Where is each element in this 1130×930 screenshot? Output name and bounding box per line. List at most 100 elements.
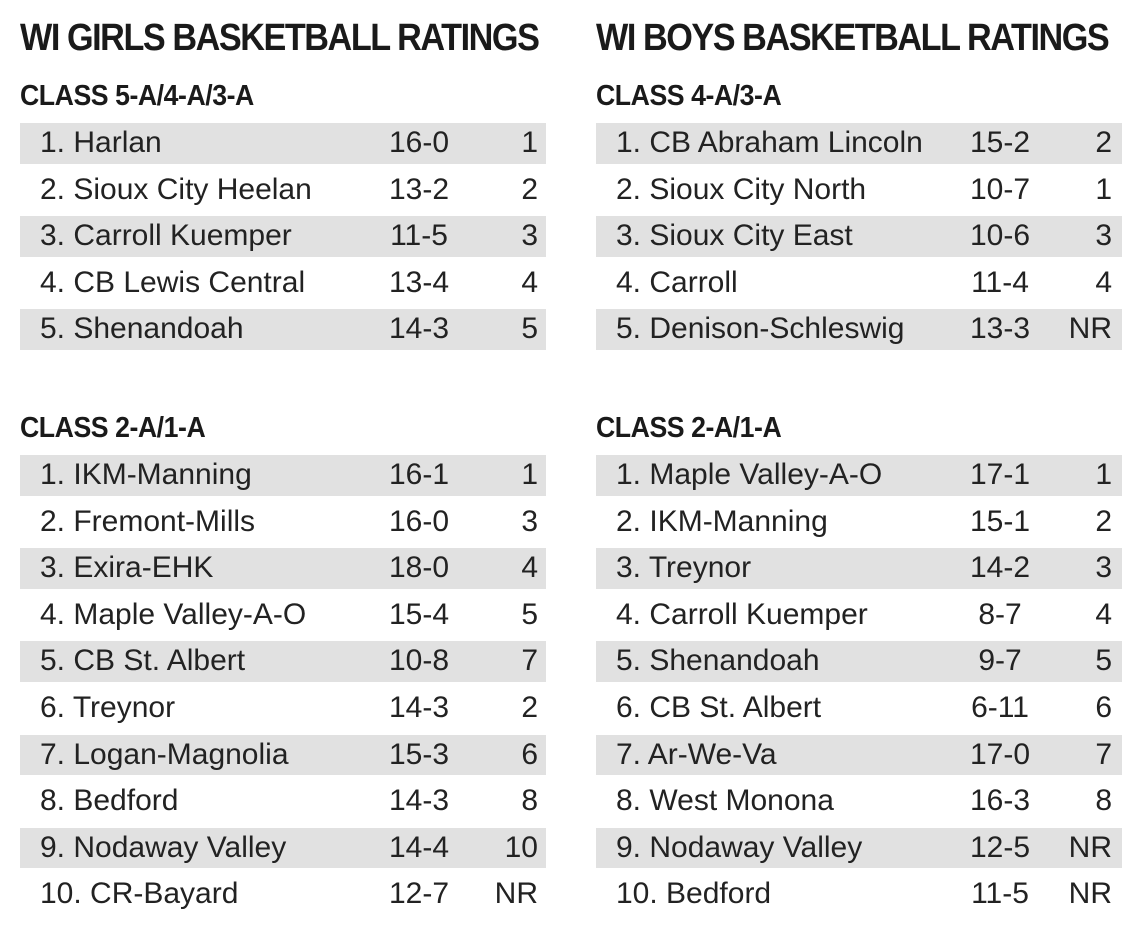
team-name: 5. Shenandoah <box>40 312 244 346</box>
ranking-row: 9. Nodaway Valley 14-4 10 <box>20 825 546 872</box>
team-record: 8-7 <box>978 597 1022 631</box>
ranking-row: 10. CR-Bayard 12-7 NR <box>20 871 546 918</box>
team-record: 16-0 <box>388 504 450 538</box>
previous-rank: 7 <box>521 644 538 678</box>
previous-rank: NR <box>1068 877 1112 911</box>
team-record: 6-11 <box>971 690 1029 724</box>
ranking-row: 2. Sioux City Heelan 13-2 2 <box>20 167 546 214</box>
class-title: CLASS 2-A/1-A <box>20 412 206 444</box>
previous-rank: 2 <box>521 690 538 724</box>
ranking-row: 6. CB St. Albert 6-11 6 <box>596 685 1122 732</box>
team-record: 11-4 <box>971 265 1029 299</box>
team-record: 18-0 <box>388 551 450 585</box>
previous-rank: 5 <box>521 597 538 631</box>
ranking-row: 4. Maple Valley-A-O 15-4 5 <box>20 592 546 639</box>
ranking-row: 5. CB St. Albert 10-8 7 <box>20 638 546 685</box>
previous-rank: 6 <box>521 737 538 771</box>
ratings-list: 1. Harlan 16-0 1 2. Sioux City Heelan 13-2 2 3… <box>20 120 546 353</box>
ratings-list: 1. Maple Valley-A-O 17-1 1 2. IKM-Manning 15… <box>596 452 1122 918</box>
ranking-row: 2. IKM-Manning 15-1 2 <box>596 499 1122 546</box>
ranking-row: 3. Treynor 14-2 3 <box>596 545 1122 592</box>
team-name: 7. Ar-We-Va <box>616 737 777 771</box>
team-record: 14-4 <box>388 830 450 864</box>
previous-rank: 6 <box>1095 690 1112 724</box>
team-record: 12-5 <box>969 830 1031 864</box>
previous-rank: 1 <box>1095 458 1112 491</box>
team-record: 10-7 <box>969 172 1031 206</box>
team-name: 2. IKM-Manning <box>616 504 828 538</box>
team-name: 2. Fremont-Mills <box>40 504 256 538</box>
team-name: 6. CB St. Albert <box>616 690 822 724</box>
previous-rank: 3 <box>521 219 538 253</box>
ranking-row: 5. Shenandoah 14-3 5 <box>20 306 546 353</box>
ratings-list: 1. CB Abraham Lincoln 15-2 2 2. Sioux City … <box>596 120 1122 353</box>
girls-ratings-title: WI GIRLS BASKETBALL RATINGS <box>20 17 540 59</box>
team-name: 2. Sioux City Heelan <box>40 172 312 206</box>
team-record: 16-0 <box>388 126 450 159</box>
team-name: 4. Carroll <box>616 265 738 299</box>
ratings-list: 1. IKM-Manning 16-1 1 2. Fremont-Mills 16-0 3… <box>20 452 546 918</box>
ranking-row: 1. IKM-Manning 16-1 1 <box>20 452 546 499</box>
team-name: 8. West Monona <box>616 784 834 818</box>
previous-rank: 4 <box>521 551 538 585</box>
previous-rank: 1 <box>521 458 538 491</box>
team-record: 17-1 <box>969 458 1031 491</box>
team-record: 12-7 <box>388 877 450 911</box>
class-title: CLASS 5-A/4-A/3-A <box>20 80 254 112</box>
previous-rank: 2 <box>521 172 538 206</box>
girls-class-section: CLASS 2-A/1-A 1. IKM-Manning 16-1 1 2. Frem… <box>20 408 546 918</box>
previous-rank: 4 <box>521 265 538 299</box>
team-name: 4. CB Lewis Central <box>40 265 306 299</box>
team-name: 1. Maple Valley-A-O <box>616 458 883 491</box>
previous-rank: 5 <box>1095 644 1112 678</box>
team-record: 11-5 <box>390 219 448 253</box>
team-name: 4. Carroll Kuemper <box>616 597 868 631</box>
team-name: 10. Bedford <box>616 877 772 911</box>
team-name: 9. Nodaway Valley <box>40 830 287 864</box>
team-record: 13-4 <box>388 265 450 299</box>
ranking-row: 1. CB Abraham Lincoln 15-2 2 <box>596 120 1122 167</box>
team-record: 9-7 <box>978 644 1022 678</box>
ranking-row: 7. Ar-We-Va 17-0 7 <box>596 732 1122 779</box>
previous-rank: 10 <box>504 830 538 864</box>
team-name: 5. Denison-Schleswig <box>616 312 905 346</box>
team-record: 10-8 <box>388 644 450 678</box>
previous-rank: NR <box>1068 312 1112 346</box>
team-record: 14-3 <box>388 690 450 724</box>
team-record: 16-3 <box>969 784 1031 818</box>
previous-rank: 8 <box>1095 784 1112 818</box>
team-name: 3. Carroll Kuemper <box>40 219 292 253</box>
team-name: 2. Sioux City North <box>616 172 867 206</box>
team-name: 5. Shenandoah <box>616 644 820 678</box>
ranking-row: 4. CB Lewis Central 13-4 4 <box>20 260 546 307</box>
ranking-row: 3. Sioux City East 10-6 3 <box>596 213 1122 260</box>
team-record: 15-3 <box>388 737 450 771</box>
previous-rank: 3 <box>1095 219 1112 253</box>
class-title: CLASS 2-A/1-A <box>596 412 782 444</box>
previous-rank: NR <box>494 877 538 911</box>
team-name: 1. Harlan <box>40 126 162 159</box>
team-record: 14-3 <box>388 312 450 346</box>
team-name: 1. IKM-Manning <box>40 458 252 491</box>
ranking-row: 7. Logan-Magnolia 15-3 6 <box>20 732 546 779</box>
previous-rank: 3 <box>1095 551 1112 585</box>
team-record: 13-2 <box>388 172 450 206</box>
team-name: 1. CB Abraham Lincoln <box>616 126 923 159</box>
previous-rank: 2 <box>1095 126 1112 159</box>
previous-rank: 1 <box>1095 172 1112 206</box>
team-record: 15-4 <box>388 597 450 631</box>
ranking-row: 1. Maple Valley-A-O 17-1 1 <box>596 452 1122 499</box>
previous-rank: NR <box>1068 830 1112 864</box>
team-name: 9. Nodaway Valley <box>616 830 863 864</box>
team-record: 14-3 <box>388 784 450 818</box>
previous-rank: 3 <box>521 504 538 538</box>
ranking-row: 8. Bedford 14-3 8 <box>20 778 546 825</box>
team-name: 7. Logan-Magnolia <box>40 737 289 771</box>
boys-class-section: CLASS 4-A/3-A 1. CB Abraham Lincoln 15-2 2… <box>596 76 1122 353</box>
team-record: 16-1 <box>388 458 450 491</box>
ranking-row: 4. Carroll Kuemper 8-7 4 <box>596 592 1122 639</box>
previous-rank: 4 <box>1095 597 1112 631</box>
boys-ratings-title: WI BOYS BASKETBALL RATINGS <box>596 17 1110 59</box>
previous-rank: 1 <box>521 126 538 159</box>
ranking-row: 6. Treynor 14-3 2 <box>20 685 546 732</box>
